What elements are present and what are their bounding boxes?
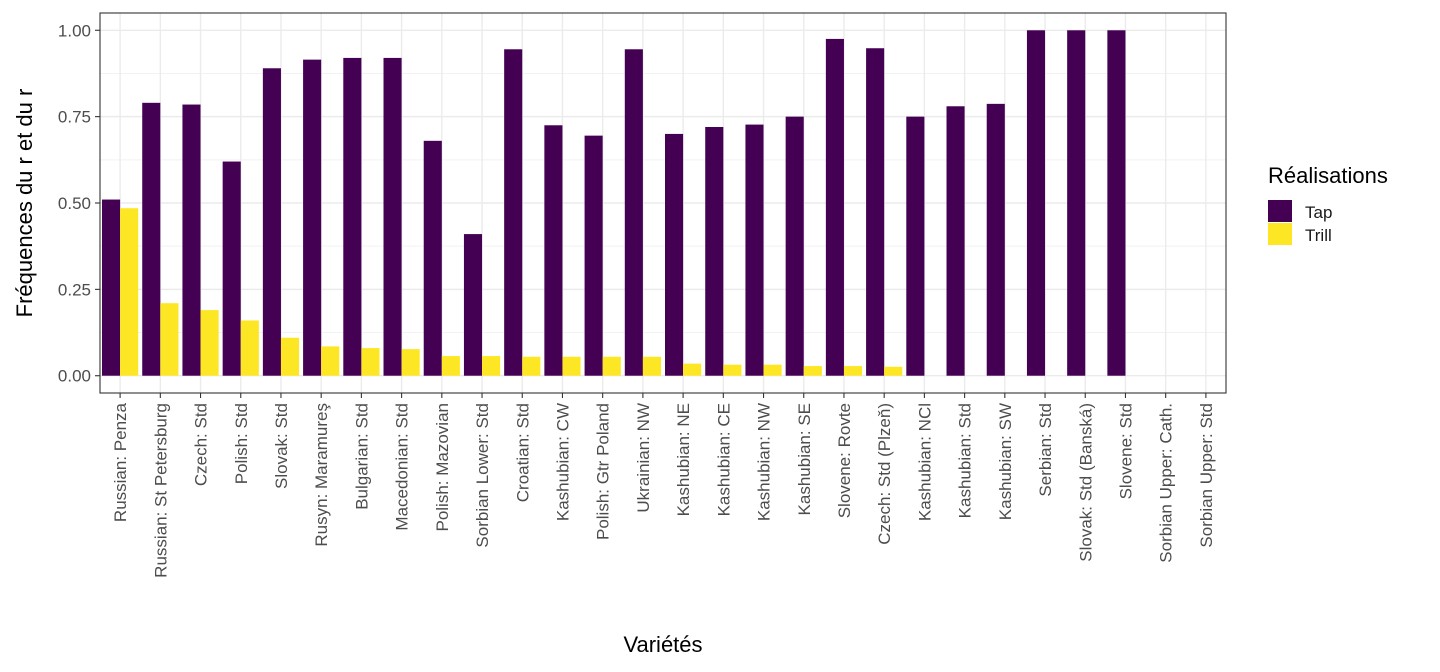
x-tick-label: Sorbian Upper: Std	[1197, 403, 1216, 548]
x-tick-label: Polish: Std	[232, 403, 251, 484]
bar-trill	[441, 356, 460, 376]
x-tick-label: Serbian: Std	[1036, 403, 1055, 497]
bar-trill	[763, 364, 782, 376]
bar-tap	[463, 234, 483, 376]
x-tick-label: Kashubian: NE	[674, 403, 693, 516]
x-tick-label: Slovak: Std (Banská)	[1076, 403, 1095, 562]
x-tick-label: Slovene: Std	[1116, 403, 1135, 499]
legend-key-tap	[1268, 200, 1292, 222]
bar-tap	[383, 57, 402, 376]
legend-key-trill	[1268, 223, 1292, 245]
bar-tap	[423, 140, 442, 376]
bar-tap	[584, 135, 603, 376]
y-tick-label: 1.00	[58, 21, 91, 40]
bar-trill	[602, 356, 621, 376]
bar-tap	[262, 68, 281, 376]
x-tick-label: Kashubian: NW	[755, 403, 774, 521]
bar-tap	[986, 103, 1005, 376]
bar-tap	[1107, 30, 1126, 376]
x-axis: Russian: Penza Russian: St Petersburg Czec…	[111, 393, 1216, 578]
x-tick-label: Slovak: Std	[272, 403, 291, 489]
bar-trill	[482, 356, 501, 376]
x-tick-label: Czech: Std	[192, 403, 211, 486]
x-tick-label: Rusyn: Maramureş	[312, 403, 331, 547]
bar-tap	[142, 102, 161, 376]
x-tick-label: Kashubian: SE	[795, 403, 814, 515]
bar-trill	[361, 348, 380, 376]
y-axis-title: Fréquences du r et du r	[12, 89, 37, 318]
bar-trill	[401, 349, 420, 376]
x-tick-label: Czech: Std (Plzeň)	[875, 403, 894, 545]
x-tick-label: Croatian: Std	[513, 403, 532, 502]
bar-trill	[280, 337, 300, 376]
bar-tap	[866, 48, 885, 376]
bar-trill	[200, 310, 219, 376]
x-axis-title: Variétés	[623, 632, 702, 657]
y-axis: 0.00 0.25 0.50 0.75 1.00	[58, 21, 100, 386]
x-tick-label: Sorbian Lower: Std	[473, 403, 492, 548]
x-tick-label: Macedonian: Std	[393, 403, 412, 531]
x-tick-label: Polish: Mazovian	[433, 403, 452, 532]
bar-trill	[843, 366, 863, 376]
x-tick-label: Kashubian: Std	[956, 403, 975, 518]
bar-trill	[683, 363, 702, 376]
bar-tap	[222, 161, 241, 376]
x-tick-label: Sorbian Upper: Cath.	[1157, 403, 1176, 563]
x-tick-label: Bulgarian: Std	[352, 403, 371, 510]
bar-tap	[665, 133, 684, 376]
bar-tap	[544, 125, 563, 376]
bar-trill	[723, 364, 742, 376]
x-tick-label: Slovene: Rovte	[835, 403, 854, 518]
bar-trill	[120, 208, 139, 376]
bar-tap	[504, 49, 523, 376]
bar-tap	[906, 116, 925, 376]
bar-trill	[884, 366, 903, 376]
x-tick-label: Russian: St Petersburg	[151, 403, 170, 578]
bar-tap	[825, 38, 844, 376]
bar-tap	[785, 116, 804, 376]
x-tick-label: Polish: Gtr Poland	[594, 403, 613, 540]
bar-tap	[1026, 30, 1046, 376]
x-tick-label: Kashubian: CW	[553, 403, 572, 521]
y-tick-label: 0.25	[58, 280, 91, 299]
x-tick-label: Kashubian: NCl	[915, 403, 934, 521]
y-tick-label: 0.75	[58, 108, 91, 127]
bar-tap	[303, 59, 322, 376]
x-tick-label: Ukrainian: NW	[634, 403, 653, 513]
bar-tap	[182, 104, 201, 376]
x-tick-label: Kashubian: SW	[996, 403, 1015, 520]
x-tick-label: Russian: Penza	[111, 402, 130, 522]
bar-tap	[343, 57, 362, 376]
bar-tap	[624, 49, 643, 376]
bar-trill	[522, 356, 541, 376]
x-tick-label: Kashubian: CE	[714, 403, 733, 516]
bar-trill	[803, 366, 822, 376]
bar-trill	[321, 346, 340, 376]
legend: Réalisations Tap Trill	[1268, 163, 1388, 245]
bar-tap	[705, 127, 724, 376]
bar-trill	[642, 356, 661, 376]
legend-label-tap: Tap	[1305, 203, 1332, 222]
legend-label-trill: Trill	[1305, 226, 1332, 245]
bar-trill	[240, 320, 259, 376]
y-tick-label: 0.00	[58, 367, 91, 386]
y-tick-label: 0.50	[58, 194, 91, 213]
legend-title: Réalisations	[1268, 163, 1388, 188]
bar-tap	[745, 124, 764, 376]
bar-trill	[160, 303, 179, 376]
bar-trill	[562, 356, 581, 376]
bar-tap	[946, 106, 965, 376]
bars	[102, 30, 1126, 376]
bar-tap	[1067, 30, 1086, 376]
bar-tap	[102, 199, 121, 376]
